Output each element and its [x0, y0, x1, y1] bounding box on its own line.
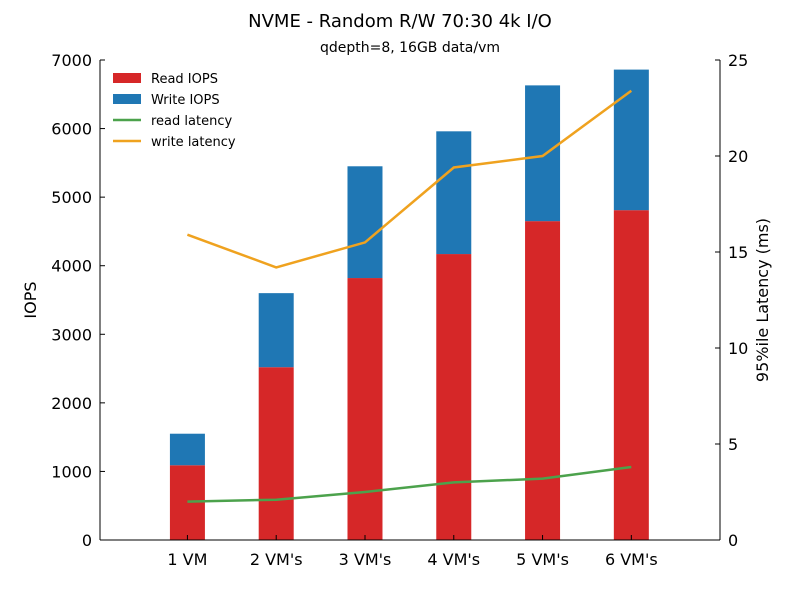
legend: Read IOPS Write IOPS read latency write lat…: [113, 72, 236, 150]
bar-write-iops: [347, 166, 383, 279]
bar-read-iops: [436, 254, 472, 541]
y2-axis-label: 95%ile Latency (ms): [753, 218, 772, 382]
bar-write-iops: [169, 433, 205, 466]
y2-tick-label: 15: [728, 243, 748, 262]
bar-read-iops: [258, 367, 294, 540]
y2-tick-label: 20: [728, 147, 748, 166]
x-tick-label: 4 VM's: [427, 550, 480, 569]
line-write-latency: [186, 89, 633, 269]
y2-tick-label: 5: [728, 435, 738, 454]
bar-write-iops: [436, 131, 472, 255]
y-tick-label: 7000: [51, 51, 92, 70]
bar-write-iops: [613, 69, 649, 211]
bar-read-iops: [525, 221, 561, 540]
y-tick-label: 6000: [51, 120, 92, 139]
x-tick-label: 3 VM's: [339, 550, 392, 569]
bar-write-iops: [525, 85, 561, 222]
plot-area: 0 1000 2000 3000 4000 5000 6000 7000 0 5 10 15 20 25 1…: [51, 51, 748, 569]
legend-swatch: [113, 73, 141, 83]
y2-tick-label: 10: [728, 339, 748, 358]
line-read-latency: [187, 465, 632, 503]
legend-label: Write IOPS: [151, 93, 220, 108]
bar-read-iops: [613, 210, 649, 540]
x-tick-label: 2 VM's: [250, 550, 303, 569]
y-tick-label: 3000: [51, 325, 92, 344]
x-tick-label: 1 VM: [167, 550, 207, 569]
x-tick-label: 6 VM's: [605, 550, 658, 569]
bar-read-iops: [347, 278, 383, 540]
y-tick-label: 5000: [51, 188, 92, 207]
bar-read-iops: [169, 465, 205, 540]
y2-tick-label: 25: [728, 51, 748, 70]
chart-title: NVME - Random R/W 70:30 4k I/O: [248, 11, 552, 32]
chart-subtitle: qdepth=8, 16GB data/vm: [320, 40, 500, 56]
y-axis-label: IOPS: [21, 281, 40, 318]
bar-write-iops: [258, 293, 294, 368]
legend-label: write latency: [151, 135, 236, 150]
y-tick-label: 1000: [51, 462, 92, 481]
y2-tick-label: 0: [728, 531, 738, 550]
x-tick-label: 5 VM's: [516, 550, 569, 569]
legend-label: read latency: [151, 114, 232, 129]
y-tick-label: 4000: [51, 257, 92, 276]
legend-label: Read IOPS: [151, 72, 218, 87]
legend-swatch: [113, 94, 141, 104]
y-tick-label: 0: [82, 531, 92, 550]
y-tick-label: 2000: [51, 394, 92, 413]
